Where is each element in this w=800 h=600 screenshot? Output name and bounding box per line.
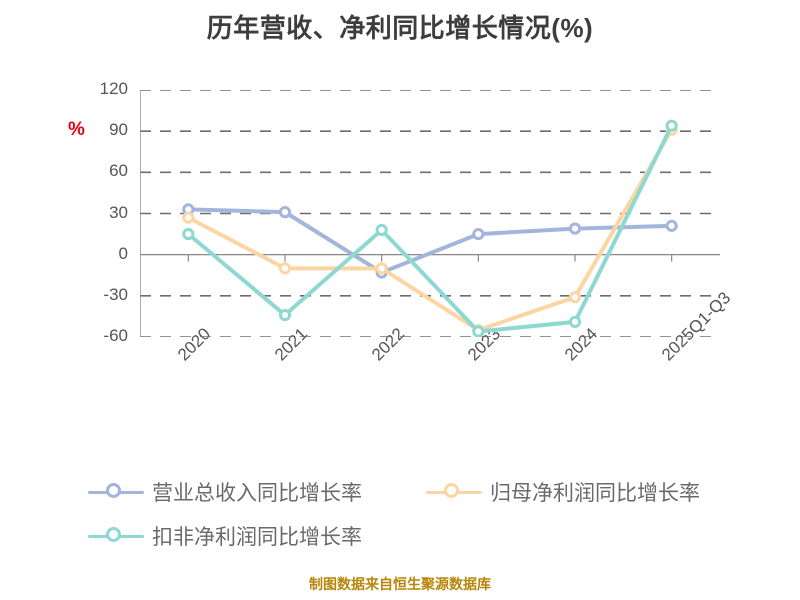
legend-item[interactable]: 营业总收入同比增长率 <box>88 477 408 507</box>
legend-item-label: 营业总收入同比增长率 <box>152 482 362 505</box>
legend-dot-swatch <box>106 483 121 498</box>
legend-item[interactable]: 扣非净利润同比增长率 <box>88 521 362 551</box>
legend-item-label: 归母净利润同比增长率 <box>490 482 700 505</box>
footer-source-note: 制图数据来自恒生聚源数据库 <box>309 576 491 592</box>
data-point-marker[interactable] <box>665 219 678 232</box>
data-point-marker[interactable] <box>472 227 485 241</box>
legend-item-label: 扣非净利润同比增长率 <box>152 526 362 549</box>
legend-marker-icon <box>88 481 144 503</box>
series-line <box>186 207 674 275</box>
y-axis-tick-label: 120 <box>99 79 128 98</box>
data-point-marker[interactable] <box>472 325 485 337</box>
y-axis-tick-label: 30 <box>109 202 128 222</box>
data-point-marker[interactable] <box>665 119 678 132</box>
legend-row: 营业总收入同比增长率 归母净利润同比增长率 <box>88 470 748 514</box>
y-axis-tick-label: 60 <box>109 161 128 181</box>
data-point-marker[interactable] <box>182 227 195 241</box>
line-chart-svg <box>140 90 720 337</box>
data-point-marker[interactable] <box>278 206 292 219</box>
legend-dot-swatch <box>106 527 121 542</box>
page-title: 历年营收、净利同比增长情况(%) <box>206 13 594 43</box>
y-axis-tick-label: -60 <box>103 326 128 345</box>
legend-dot-swatch <box>444 483 459 498</box>
data-point-marker[interactable] <box>278 308 292 322</box>
y-axis-tick-label: 90 <box>109 120 128 140</box>
data-point-marker[interactable] <box>278 262 292 275</box>
series-line <box>186 127 674 333</box>
y-axis-tick-label: -30 <box>103 284 128 304</box>
y-axis-tick-label: 0 <box>118 243 128 263</box>
data-point-marker[interactable] <box>375 223 388 237</box>
legend-item[interactable]: 归母净利润同比增长率 <box>426 477 700 507</box>
legend-row: 扣非净利润同比增长率 <box>88 514 748 558</box>
y-axis-unit-label: % <box>68 119 85 140</box>
series-line <box>186 123 674 334</box>
legend-marker-icon <box>88 525 144 547</box>
legend: 营业总收入同比增长率 归母净利润同比增长率扣非净利润同比增长率 <box>88 470 748 558</box>
legend-marker-icon <box>426 481 482 503</box>
data-point-marker[interactable] <box>568 222 582 235</box>
data-point-marker[interactable] <box>375 262 388 275</box>
data-point-marker[interactable] <box>568 291 582 304</box>
plot-area <box>140 90 720 337</box>
data-point-marker[interactable] <box>182 211 195 224</box>
data-point-marker[interactable] <box>568 315 582 329</box>
